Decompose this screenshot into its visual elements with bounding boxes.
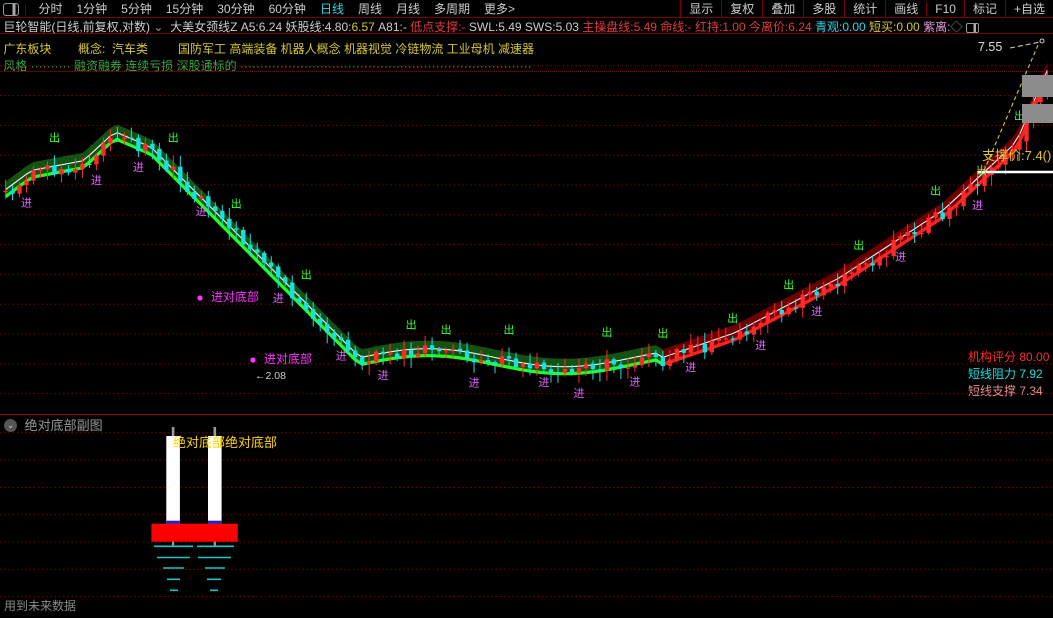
svg-text:出: 出: [601, 325, 612, 339]
svg-text:绝对底部绝对底部: 绝对底部绝对底部: [173, 435, 277, 450]
svg-text:进: 进: [21, 197, 32, 210]
svg-text:进: 进: [273, 292, 284, 305]
svg-text:出: 出: [783, 277, 794, 291]
svg-text:进: 进: [196, 205, 207, 218]
svg-text:用到未来数据: 用到未来数据: [4, 598, 76, 613]
svg-text:出: 出: [49, 130, 60, 144]
svg-text:进: 进: [629, 376, 640, 389]
svg-text:出: 出: [727, 311, 738, 325]
svg-text:出: 出: [930, 183, 941, 197]
svg-text:进: 进: [574, 387, 585, 400]
svg-text:出: 出: [657, 326, 668, 340]
svg-text:出: 出: [853, 238, 864, 252]
svg-text:出: 出: [168, 130, 179, 144]
svg-text:进: 进: [336, 349, 347, 362]
svg-text:进: 进: [133, 161, 144, 174]
svg-text:出: 出: [441, 322, 452, 336]
svg-text:进: 进: [895, 251, 906, 264]
svg-text:出: 出: [301, 268, 312, 282]
svg-text:7.55: 7.55: [978, 40, 1002, 54]
svg-text:进: 进: [91, 174, 102, 187]
svg-text:进: 进: [811, 305, 822, 318]
svg-text:出: 出: [231, 196, 242, 210]
svg-text:进对底部: 进对底部: [211, 289, 259, 304]
svg-text:出: 出: [504, 322, 515, 336]
svg-text:进: 进: [378, 369, 389, 382]
svg-text:进: 进: [539, 376, 550, 389]
svg-text:出: 出: [976, 163, 987, 177]
svg-text:进: 进: [972, 199, 983, 212]
svg-text:进: 进: [685, 361, 696, 374]
svg-text:←2.08: ←2.08: [255, 370, 286, 382]
svg-text:出: 出: [406, 318, 417, 332]
svg-text:进: 进: [469, 377, 480, 390]
svg-text:进: 进: [755, 339, 766, 352]
svg-text:进对底部: 进对底部: [264, 351, 312, 366]
